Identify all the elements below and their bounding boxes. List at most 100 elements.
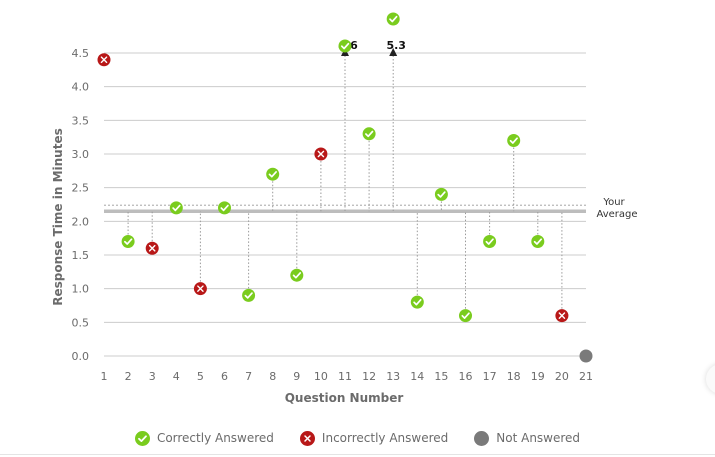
x-tick-label: 11 xyxy=(338,370,352,383)
x-tick-label: 7 xyxy=(245,370,252,383)
data-points xyxy=(97,12,593,363)
data-point-incorrect[interactable] xyxy=(314,147,328,161)
data-point-correct[interactable] xyxy=(242,288,256,302)
point-marker xyxy=(338,39,352,53)
data-point-correct[interactable] xyxy=(386,12,400,26)
point-marker xyxy=(579,349,593,363)
data-point-correct[interactable] xyxy=(266,167,280,181)
y-tick-label: 1.0 xyxy=(72,283,90,296)
legend-item-incorrect: Incorrectly Answered xyxy=(299,430,448,446)
point-marker xyxy=(362,127,376,141)
check-icon xyxy=(461,312,470,319)
data-point-correct[interactable] xyxy=(362,127,376,141)
check-icon xyxy=(533,238,543,245)
x-tick-label: 19 xyxy=(531,370,545,383)
point-marker xyxy=(266,167,280,181)
x-tick-label: 6 xyxy=(221,370,228,383)
legend-item-not-answered: Not Answered xyxy=(474,430,581,446)
y-tick-label: 2.5 xyxy=(72,182,90,195)
point-marker xyxy=(218,201,231,215)
x-tick-label: 21 xyxy=(579,370,593,383)
average-label-line2: Average xyxy=(596,209,637,220)
x-tick-label: 20 xyxy=(555,370,569,383)
data-point-incorrect[interactable] xyxy=(145,241,159,255)
x-tick-label: 14 xyxy=(410,370,424,383)
x-tick-label: 17 xyxy=(483,370,497,383)
point-marker xyxy=(434,187,448,201)
y-tick-label: 0.0 xyxy=(72,350,90,363)
point-marker xyxy=(121,235,135,249)
data-point-correct[interactable] xyxy=(434,187,448,201)
y-tick-label: 3.0 xyxy=(72,148,90,161)
divider xyxy=(0,454,715,455)
data-point-correct[interactable] xyxy=(218,201,231,215)
y-tick-label: 0.5 xyxy=(72,316,90,329)
tick-labels: 0.00.51.01.52.02.53.03.54.04.51 2 3 4 5 6 7 8 9 1… xyxy=(72,47,594,383)
legend-item-correct: Correctly Answered xyxy=(134,430,274,446)
y-axis-label: Response Time in Minutes xyxy=(51,128,65,305)
point-marker xyxy=(459,309,472,323)
grid xyxy=(104,52,586,357)
x-icon xyxy=(100,56,108,64)
check-icon xyxy=(437,191,446,198)
x-icon xyxy=(148,244,156,252)
x-tick-label: 4 xyxy=(173,370,180,383)
check-icon xyxy=(365,130,374,138)
x-tick-label: 13 xyxy=(386,370,400,383)
y-tick-label: 1.5 xyxy=(72,249,90,262)
x-tick-label: 15 xyxy=(434,370,448,383)
data-point-correct[interactable] xyxy=(483,235,497,249)
data-point-correct[interactable] xyxy=(507,134,521,148)
data-point-correct[interactable] xyxy=(410,295,424,309)
stems: 4.65.3 xyxy=(127,39,563,316)
x-icon xyxy=(558,312,566,319)
data-point-not_answered[interactable] xyxy=(579,349,593,363)
data-point-incorrect[interactable] xyxy=(555,309,569,323)
x-tick-label: 3 xyxy=(149,370,156,383)
x-circle-icon xyxy=(299,430,315,446)
check-icon xyxy=(413,298,422,306)
data-point-incorrect[interactable] xyxy=(193,282,207,296)
x-tick-label: 2 xyxy=(125,370,132,383)
x-tick-label: 16 xyxy=(459,370,473,383)
y-tick-label: 4.5 xyxy=(72,47,90,60)
x-tick-label: 1 xyxy=(101,370,108,383)
legend-label-not-answered: Not Answered xyxy=(496,431,581,445)
average-label-line1: Your xyxy=(602,197,625,208)
overflow-arrow-icon xyxy=(389,48,398,56)
x-tick-label: 12 xyxy=(362,370,376,383)
point-marker xyxy=(531,235,545,249)
y-tick-label: 4.0 xyxy=(72,81,90,94)
check-icon xyxy=(509,137,518,144)
data-point-correct[interactable] xyxy=(121,235,135,249)
x-tick-label: 9 xyxy=(293,370,300,383)
data-point-correct[interactable] xyxy=(290,268,304,282)
x-icon xyxy=(317,150,325,158)
x-tick-label: 10 xyxy=(314,370,328,383)
data-point-incorrect[interactable] xyxy=(97,53,111,67)
check-icon xyxy=(220,204,229,212)
average-line-group xyxy=(104,204,586,213)
point-marker xyxy=(242,288,256,302)
x-tick-label: 5 xyxy=(197,370,204,383)
y-tick-label: 2.0 xyxy=(72,215,90,228)
point-marker xyxy=(507,134,521,148)
point-marker xyxy=(290,268,304,282)
grey-circle-icon xyxy=(474,430,490,446)
check-icon xyxy=(172,204,181,212)
x-tick-label: 18 xyxy=(507,370,521,383)
data-point-correct[interactable] xyxy=(338,39,352,53)
floating-bubble[interactable] xyxy=(706,364,715,394)
point-marker xyxy=(410,295,424,309)
y-tick-label: 3.5 xyxy=(72,114,90,127)
data-point-correct[interactable] xyxy=(459,309,472,323)
check-icon xyxy=(485,238,494,245)
data-point-correct[interactable] xyxy=(169,201,183,215)
check-icon xyxy=(292,272,302,279)
check-icon xyxy=(124,238,133,245)
legend: Correctly Answered Incorrectly Answered … xyxy=(0,427,715,449)
legend-label-correct: Correctly Answered xyxy=(156,431,274,445)
response-time-chart: 4.65.3 0.00.51.01.52.02.53.03.54.04.5123… xyxy=(51,12,638,405)
data-point-correct[interactable] xyxy=(531,235,545,249)
x-tick-label: 8 xyxy=(269,370,276,383)
